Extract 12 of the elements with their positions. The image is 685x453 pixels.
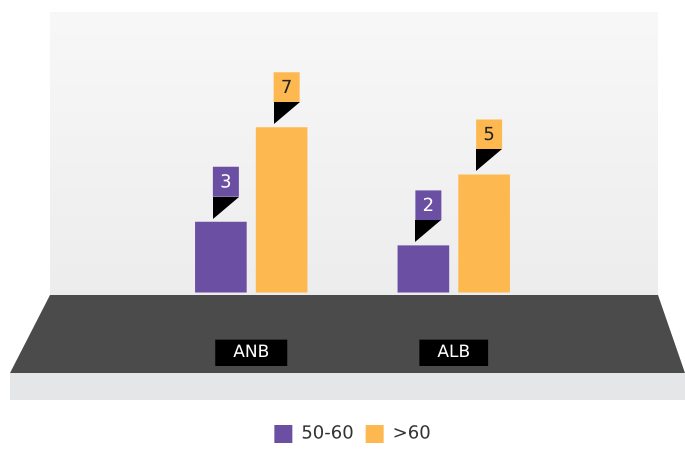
data-label: 5	[483, 124, 495, 146]
legend-label: >60	[392, 422, 431, 444]
data-label: 3	[220, 171, 232, 192]
legend-label: 50-60	[301, 422, 354, 444]
bar	[256, 127, 308, 293]
data-label: 7	[280, 76, 292, 98]
bar	[398, 245, 450, 293]
x-tick-label: ANB	[233, 342, 270, 362]
x-tick-label: ALB	[437, 342, 470, 362]
data-label: 2	[422, 195, 434, 216]
bar	[458, 174, 510, 293]
bar	[195, 222, 247, 293]
